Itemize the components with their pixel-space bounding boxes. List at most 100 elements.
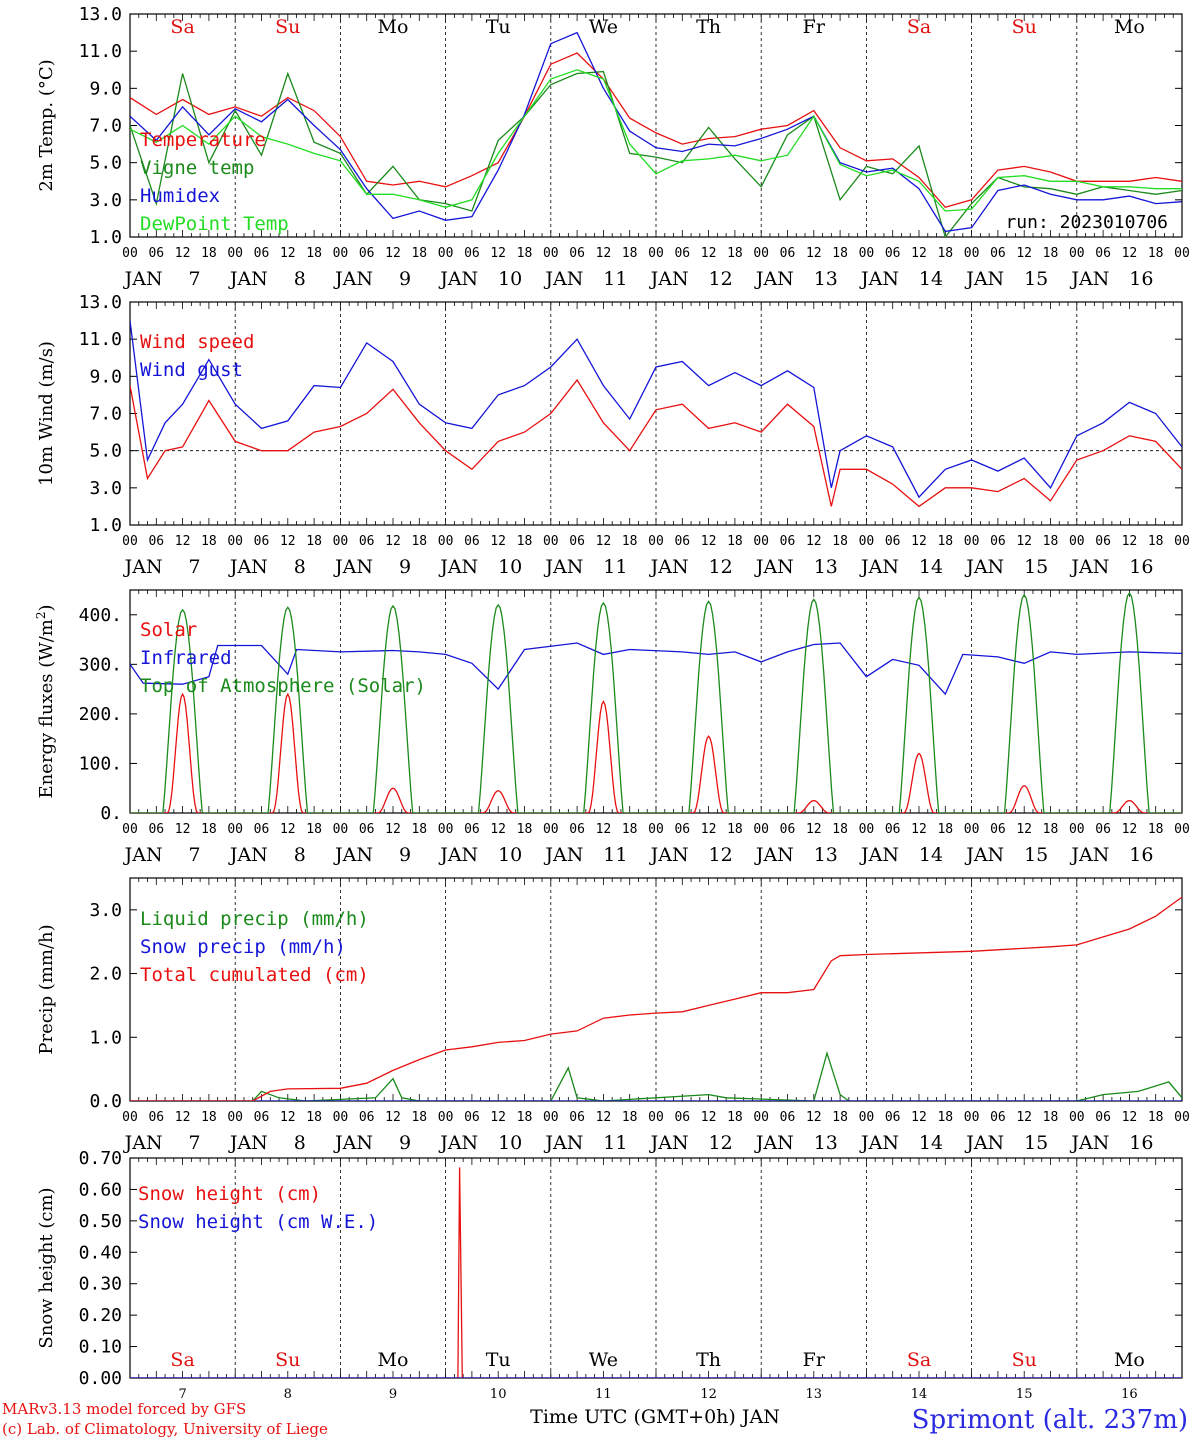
panel-3: 0. 100. 200. 300. 400. Energy fluxes (W/m2) 00…: [34, 589, 1190, 866]
hour-tick-label: 12: [175, 822, 191, 837]
hour-tick-label: 00: [122, 1110, 138, 1125]
y-tick-label: 0.0: [89, 1091, 122, 1112]
day-date-label: 8: [294, 844, 306, 866]
hour-tick-label: 00: [1069, 822, 1085, 837]
x-axis-label: Time UTC (GMT+0h) JAN: [530, 1406, 780, 1428]
day-date-label: 7: [189, 556, 201, 578]
y-axis-label: 2m Temp. (°C): [36, 59, 57, 191]
month-label: JAN: [964, 1132, 1004, 1154]
hour-tick-label: 12: [385, 534, 401, 549]
hour-tick-label: 00: [543, 822, 559, 837]
month-label: JAN: [543, 268, 583, 290]
hour-tick-label: 18: [201, 822, 217, 837]
hour-tick-label: 18: [1148, 246, 1164, 261]
day-date-label: 16: [1129, 268, 1153, 290]
hour-tick-label: 06: [674, 1110, 690, 1125]
hour-tick-label: 06: [990, 822, 1006, 837]
hour-tick-label: 12: [280, 246, 296, 261]
hour-tick-label: 00: [543, 534, 559, 549]
day-date-label: 13: [814, 556, 838, 578]
hour-tick-label: 00: [122, 822, 138, 837]
month-label: JAN: [649, 556, 689, 578]
hour-tick-label: 12: [911, 1110, 927, 1125]
weekday-label: Su: [1012, 16, 1037, 38]
hour-tick-label: 00: [438, 1110, 454, 1125]
day-date-label: 16: [1129, 1132, 1153, 1154]
month-label: JAN: [543, 844, 583, 866]
hour-tick-label: 12: [806, 534, 822, 549]
hour-tick-label: 00: [227, 246, 243, 261]
day-date-label: 9: [399, 844, 411, 866]
month-label: JAN: [438, 556, 478, 578]
hour-tick-label: 12: [385, 246, 401, 261]
hour-tick-label: 06: [674, 534, 690, 549]
day-date-label: 11: [603, 1132, 627, 1154]
y-axis-label: Energy fluxes (W/m2): [34, 604, 57, 798]
month-label: JAN: [123, 556, 163, 578]
day-date-label: 12: [709, 268, 733, 290]
day-date-label: 16: [1129, 556, 1153, 578]
hour-tick-label: 00: [122, 534, 138, 549]
hour-tick-label: 12: [911, 822, 927, 837]
hour-tick-label: 12: [490, 246, 506, 261]
hour-tick-label: 12: [490, 1110, 506, 1125]
legend-entry: Vigne temp: [140, 157, 254, 179]
hour-tick-label: 06: [148, 534, 164, 549]
month-label: JAN: [1069, 268, 1109, 290]
hour-tick-label: 00: [859, 1110, 875, 1125]
month-label: JAN: [333, 844, 373, 866]
hour-tick-label: 06: [359, 1110, 375, 1125]
hour-tick-label: 06: [1095, 1110, 1111, 1125]
hour-tick-label: 00: [964, 534, 980, 549]
y-tick-label: 200.: [79, 704, 122, 725]
hour-tick-label: 06: [254, 534, 270, 549]
month-label: JAN: [1069, 844, 1109, 866]
month-label: JAN: [964, 268, 1004, 290]
hour-tick-label: 00: [1174, 246, 1190, 261]
hour-tick-label: 06: [569, 1110, 585, 1125]
hour-tick-label: 06: [254, 822, 270, 837]
hour-tick-label: 06: [1095, 246, 1111, 261]
hour-tick-label: 12: [806, 246, 822, 261]
hour-tick-label: 12: [806, 822, 822, 837]
hour-tick-label: 12: [596, 534, 612, 549]
hour-tick-label: 12: [806, 1110, 822, 1125]
y-tick-label: 9.0: [89, 366, 122, 387]
weekday-label: Su: [275, 16, 300, 38]
lab-credit: (c) Lab. of Climatology, University of L…: [2, 1420, 328, 1438]
hour-tick-label: 18: [306, 1110, 322, 1125]
hour-tick-label: 12: [596, 822, 612, 837]
day-date-label: 10: [498, 556, 522, 578]
weekday-label: We: [589, 16, 618, 38]
day-date-label: 7: [189, 844, 201, 866]
hour-tick-label: 06: [464, 1110, 480, 1125]
month-label: JAN: [649, 1132, 689, 1154]
series-line-total-cumulated-cm: [130, 896, 1182, 1101]
day-date-label: 8: [294, 268, 306, 290]
day-date-label: 11: [603, 268, 627, 290]
weekday-label: Th: [696, 16, 721, 38]
hour-tick-label: 12: [1016, 1110, 1032, 1125]
hour-tick-label: 12: [490, 534, 506, 549]
y-tick-label: 0.10: [79, 1337, 122, 1358]
hour-tick-label: 00: [438, 822, 454, 837]
panel-frame: [129, 589, 1183, 814]
weekday-label: Sa: [907, 1349, 931, 1371]
day-date-label: 15: [1016, 1387, 1033, 1402]
hour-tick-label: 12: [280, 534, 296, 549]
month-label: JAN: [964, 844, 1004, 866]
weekday-label: Mo: [1114, 16, 1145, 38]
legend-entry: Total cumulated (cm): [140, 964, 369, 986]
weekday-label: We: [589, 1349, 618, 1371]
month-label: JAN: [228, 1132, 268, 1154]
day-date-label: 11: [603, 844, 627, 866]
hour-tick-label: 00: [648, 1110, 664, 1125]
hour-tick-label: 18: [306, 246, 322, 261]
hour-tick-label: 18: [1043, 534, 1059, 549]
day-date-label: 10: [498, 844, 522, 866]
hour-tick-label: 18: [411, 822, 427, 837]
hour-tick-label: 00: [964, 246, 980, 261]
day-date-label: 15: [1024, 844, 1048, 866]
hour-tick-label: 00: [753, 1110, 769, 1125]
